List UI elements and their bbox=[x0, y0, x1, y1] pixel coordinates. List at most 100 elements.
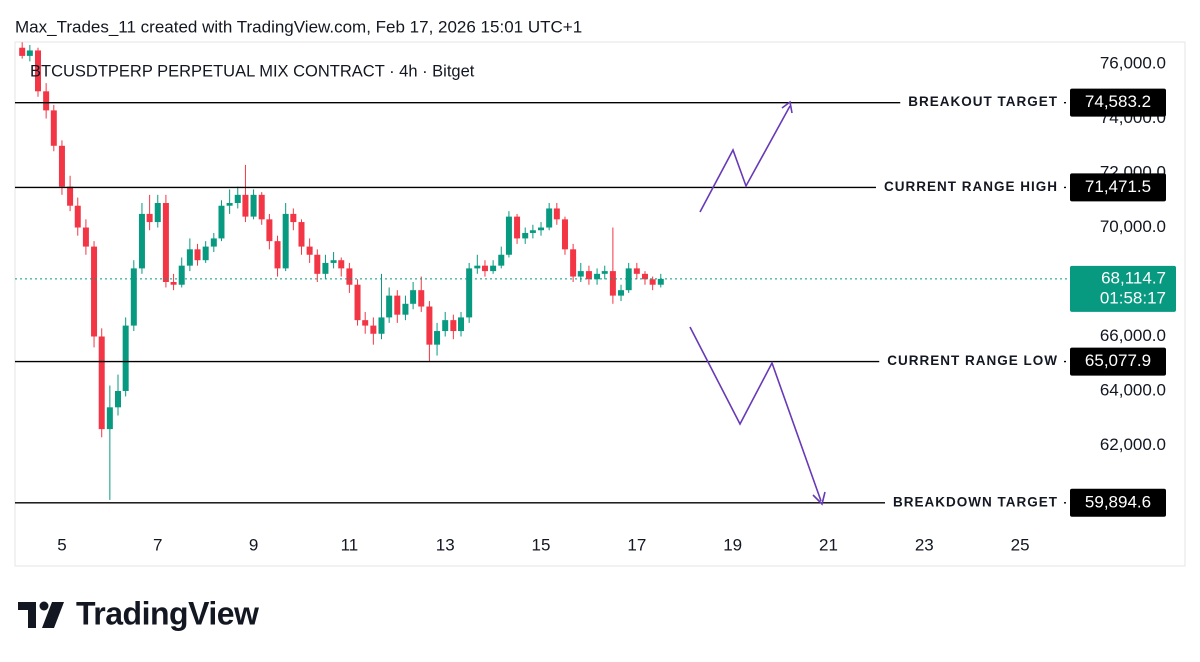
candle-body bbox=[274, 241, 281, 269]
last-price-label: 68,114.7 bbox=[1101, 268, 1166, 287]
x-tick-label: 19 bbox=[723, 535, 742, 554]
candle-body bbox=[481, 265, 488, 272]
candle-body bbox=[306, 246, 313, 255]
level-value-label: 59,894.6 bbox=[1085, 492, 1151, 511]
candle-body bbox=[146, 213, 153, 223]
candle-body bbox=[418, 290, 425, 307]
candle-body bbox=[474, 265, 481, 269]
level-label: BREAKOUT TARGET bbox=[908, 94, 1058, 109]
level-value-label: 74,583.2 bbox=[1085, 92, 1151, 111]
chart-title: BTCUSDTPERP PERPETUAL MIX CONTRACT · 4h … bbox=[30, 62, 475, 80]
candle-body bbox=[322, 262, 329, 274]
level-label: BREAKDOWN TARGET bbox=[893, 494, 1058, 509]
candle-body bbox=[490, 265, 497, 272]
level-label: CURRENT RANGE LOW bbox=[887, 353, 1058, 368]
drawing-arrow-up bbox=[699, 105, 791, 213]
candle-body bbox=[625, 268, 632, 291]
x-tick-label: 21 bbox=[819, 535, 838, 554]
candle-body bbox=[618, 290, 625, 296]
candle-body bbox=[67, 186, 74, 206]
x-tick-label: 9 bbox=[249, 535, 258, 554]
candle-body bbox=[106, 407, 113, 430]
candle-body bbox=[585, 271, 592, 280]
candle-body bbox=[58, 145, 65, 187]
candle-body bbox=[657, 278, 664, 285]
x-tick-label: 5 bbox=[57, 535, 66, 554]
candle-body bbox=[242, 194, 249, 217]
level-value-box bbox=[1070, 488, 1166, 517]
candle-body bbox=[394, 295, 401, 315]
candle-body bbox=[505, 216, 512, 255]
candle-body bbox=[346, 268, 353, 285]
x-tick-label: 23 bbox=[915, 535, 934, 554]
candle-body bbox=[226, 203, 233, 206]
level-value-label: 71,471.5 bbox=[1085, 177, 1151, 196]
logo-mark bbox=[42, 602, 64, 628]
candle-body bbox=[122, 325, 129, 391]
candle-body bbox=[538, 227, 545, 231]
level-label-bg bbox=[900, 92, 1064, 112]
candle-body bbox=[282, 213, 289, 269]
x-tick-label: 25 bbox=[1011, 535, 1030, 554]
countdown-label: 01:58:17 bbox=[1100, 288, 1166, 307]
candle-body bbox=[258, 194, 265, 220]
level-value-box bbox=[1070, 88, 1166, 117]
candle-body bbox=[74, 205, 81, 228]
candle-body bbox=[314, 254, 321, 274]
candle-body bbox=[43, 91, 50, 111]
drawing-arrow-down bbox=[689, 326, 822, 502]
x-tick-label: 7 bbox=[153, 535, 162, 554]
candle-body bbox=[633, 268, 640, 274]
candle-body bbox=[641, 273, 648, 280]
candle-body bbox=[450, 320, 457, 332]
y-tick-label: 70,000.0 bbox=[1100, 217, 1166, 236]
candle-body bbox=[330, 260, 337, 263]
candle-body bbox=[442, 320, 449, 332]
candle-body bbox=[82, 227, 89, 247]
y-tick-label: 62,000.0 bbox=[1100, 435, 1166, 454]
level-label-bg bbox=[885, 492, 1064, 512]
x-tick-label: 15 bbox=[532, 535, 551, 554]
y-tick-label: 66,000.0 bbox=[1100, 326, 1166, 345]
candle-body bbox=[522, 232, 529, 239]
candle-body bbox=[354, 284, 361, 321]
candle-body bbox=[402, 303, 409, 315]
candle-body bbox=[210, 238, 217, 247]
level-label: CURRENT RANGE HIGH bbox=[884, 179, 1058, 194]
candle-body bbox=[601, 271, 608, 274]
candle-body bbox=[410, 290, 417, 304]
level-value-box bbox=[1070, 347, 1166, 376]
chart-frame bbox=[14, 41, 1186, 567]
brand-name: TradingView bbox=[76, 595, 259, 631]
x-tick-label: 11 bbox=[341, 535, 359, 554]
candle-body bbox=[202, 246, 209, 261]
candle-body bbox=[546, 208, 553, 228]
logo-mark bbox=[39, 601, 49, 611]
candle-body bbox=[290, 213, 297, 223]
candle-body bbox=[154, 203, 161, 223]
candle-body bbox=[570, 249, 577, 277]
brand-logo: TradingView bbox=[18, 595, 260, 631]
candle-body bbox=[498, 254, 505, 266]
y-tick-label: 64,000.0 bbox=[1100, 380, 1166, 399]
level-value-box bbox=[1070, 173, 1166, 202]
candle-body bbox=[138, 213, 145, 269]
arrow-head bbox=[812, 491, 826, 506]
candle-body bbox=[594, 273, 601, 280]
candle-body bbox=[19, 47, 26, 56]
level-label-bg bbox=[875, 176, 1064, 196]
candle-body bbox=[115, 390, 122, 408]
y-tick-label: 76,000.0 bbox=[1100, 54, 1166, 73]
candle-body bbox=[266, 219, 273, 242]
logo-mark bbox=[18, 602, 36, 628]
candle-body bbox=[170, 282, 177, 285]
candle-body bbox=[362, 320, 369, 326]
candle-body bbox=[298, 222, 305, 247]
overlay bbox=[689, 100, 826, 506]
last-price-box bbox=[1070, 265, 1176, 312]
candle-body bbox=[514, 216, 521, 239]
candle-body bbox=[234, 194, 241, 204]
candle-body bbox=[649, 279, 656, 285]
candle-body bbox=[178, 265, 185, 285]
